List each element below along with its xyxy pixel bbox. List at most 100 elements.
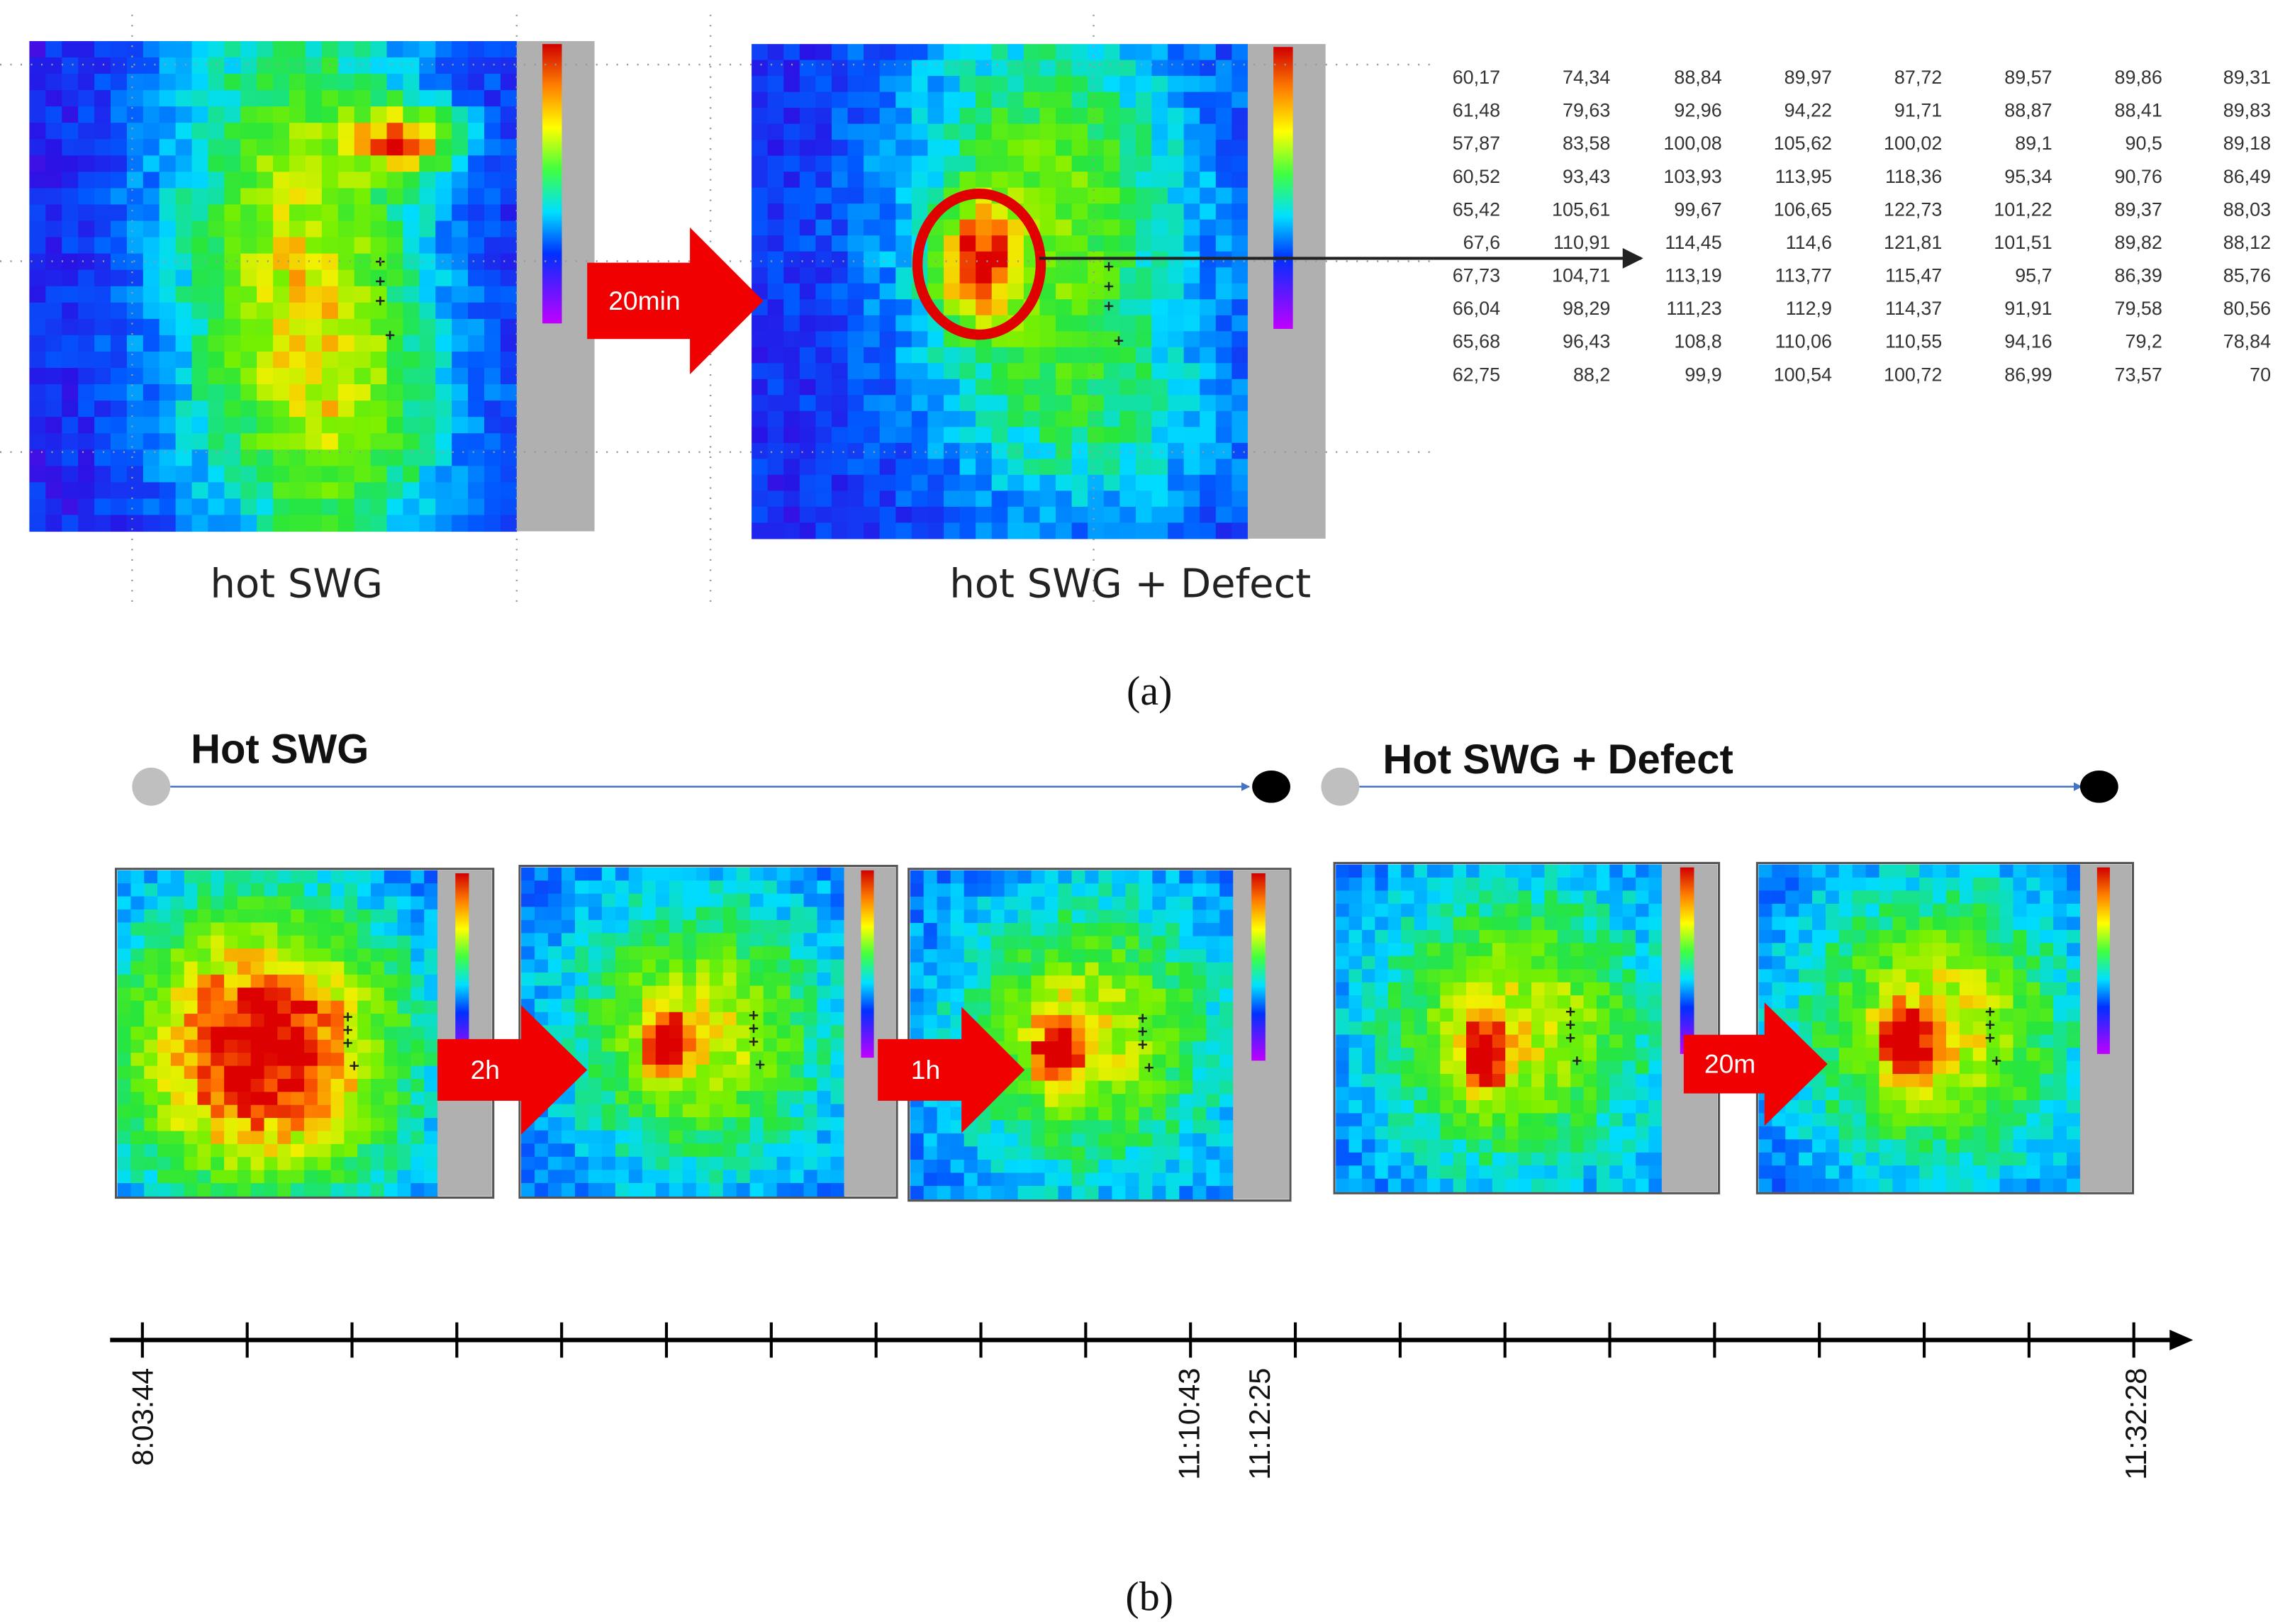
heatmap-cell [1505,1008,1519,1022]
heatmap-cell [1531,1034,1545,1048]
heatmap-cell [1596,917,1610,931]
heatmap-cell [959,347,976,364]
heatmap-cell [354,351,372,369]
heatmap-cell [1139,1054,1153,1068]
heatmap-cell [1879,969,1894,983]
heatmap-cell [277,922,291,936]
heatmap-cell [1622,969,1636,983]
heatmap-cell [927,251,944,268]
heatmap-cell [1622,864,1636,878]
heatmap-cell [682,919,697,934]
heatmap-cell [911,395,929,412]
heatmap-cell [321,401,339,418]
heatmap-cell [240,466,257,483]
heatmap-cell [1031,1146,1046,1160]
heatmap-cell [1479,917,1493,931]
heatmap-cell [1168,155,1185,172]
heatmap-cell [709,893,724,907]
heatmap-cell [419,482,436,500]
heatmap-cell [763,919,778,934]
heatmap-cell [130,961,145,975]
heatmap-cell [615,999,630,1013]
heatmap-cell [547,1130,562,1144]
heatmap-cell [976,491,993,508]
heatmap-cell [1986,929,2001,943]
heatmap-cell [749,959,764,973]
heatmap-cell [370,961,385,975]
heatmap-cell [1440,969,1454,983]
heatmap-cell [211,922,225,936]
heatmap-cell [1812,1008,1826,1022]
heatmap-cell [1879,943,1894,957]
heatmap-cell [1151,442,1168,459]
heatmap-cell [655,893,670,907]
heatmap-cell [959,60,976,77]
heatmap-cell [2040,903,2054,918]
heatmap-cell [817,1012,832,1026]
heatmap-cell [1023,459,1041,476]
heatmap-cell [424,1000,438,1014]
table-cell: 88,12 [2223,232,2271,253]
heatmap-cell [1596,982,1610,996]
heatmap-cell [305,57,323,74]
heatmap-cell [273,318,290,336]
heatmap-cell [224,870,238,884]
heatmap-cell [1648,1048,1663,1062]
heatmap-cell [709,1143,724,1158]
heatmap-cell [1007,506,1024,523]
heatmap-cell [289,351,306,369]
heatmap-cell [277,896,291,910]
heatmap-cell [1348,1178,1363,1192]
heatmap-cell [191,417,209,434]
heatmap-cell [1023,187,1041,204]
heatmap-cell [2040,995,2054,1009]
heatmap-cell [1865,929,1880,943]
heatmap-cell [1531,1074,1545,1088]
heatmap-cell [2067,877,2081,892]
heatmap-cell [709,1130,724,1144]
heatmap-cell [628,1182,643,1197]
heatmap-cell [211,1014,225,1028]
heatmap-cell [1492,1152,1506,1166]
heatmap-cell [752,459,769,476]
heatmap-cell [1200,427,1217,444]
heatmap-cell [1466,1008,1480,1022]
heatmap-cell [191,123,209,140]
heatmap-cell [959,427,976,444]
heatmap-cell [257,269,274,287]
heatmap-cell [110,123,128,140]
heatmap-cell [500,368,518,385]
heatmap-cell [767,506,784,523]
heatmap-cell [799,140,817,157]
heatmap-cell [2067,1152,2081,1166]
heatmap-cell [959,283,976,300]
heatmap-cell [547,893,562,907]
heatmap-cell [1785,1139,1799,1153]
heatmap-cell [1387,1113,1402,1127]
heatmap-cell [1151,427,1168,444]
heatmap-cell [722,880,737,895]
heatmap-cell [1648,864,1663,878]
heatmap-cell [1166,1028,1180,1042]
heatmap-cell [240,90,257,107]
heatmap-cell [831,347,849,364]
heatmap-cell [1125,1014,1140,1029]
heatmap-cell [977,1120,992,1134]
heatmap-cell [561,946,576,961]
heatmap-cell [944,459,961,476]
heatmap-cell [484,269,501,287]
heatmap-cell [78,253,95,271]
heatmap-cell [143,74,160,91]
heatmap-cell [1023,506,1041,523]
heatmap-cell [159,90,177,107]
heatmap-cell [500,57,518,74]
heatmap-cell [1151,123,1168,140]
heatmap-cell [468,220,485,238]
heatmap-cell [722,907,737,921]
heatmap-cell [1933,982,1947,996]
heatmap-cell [1531,1126,1545,1140]
heatmap-cell [763,973,778,987]
heatmap-cell [264,922,278,936]
heatmap-cell [1348,1008,1363,1022]
